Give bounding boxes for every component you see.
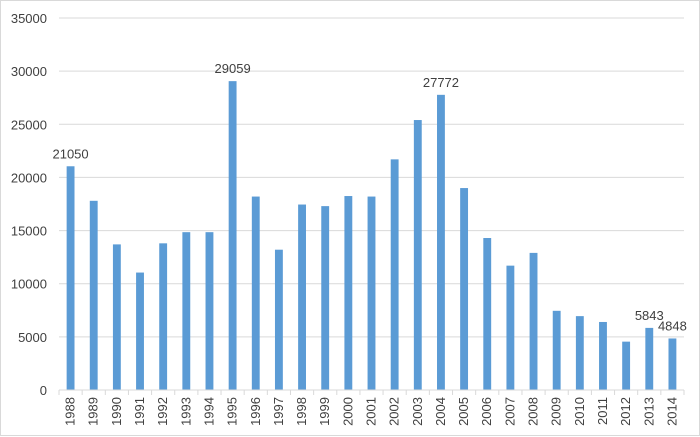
x-tick-label: 2003 <box>410 397 425 426</box>
bar-1996 <box>251 196 260 390</box>
bar-2004 <box>437 94 445 391</box>
x-tick-label: 2006 <box>479 397 494 426</box>
x-tick-label: 1994 <box>201 397 216 426</box>
x-tick-label: 1995 <box>225 397 240 426</box>
y-tick-label: 10000 <box>11 277 47 292</box>
x-tick-label: 2009 <box>549 397 564 426</box>
y-tick-label: 5000 <box>18 330 47 345</box>
bar-1995 <box>228 81 237 390</box>
x-tick-label: 1992 <box>155 397 170 426</box>
bar-2012 <box>622 341 631 390</box>
y-axis: 0 5000 10000 15000 20000 25000 30000 35000 <box>11 11 47 398</box>
bar-1999 <box>321 206 330 390</box>
bar-2010 <box>575 316 584 390</box>
bar-2003 <box>413 120 422 390</box>
bar-2011 <box>599 321 607 390</box>
x-tick-label: 1988 <box>63 397 78 426</box>
x-tick-label: 2011 <box>595 397 610 425</box>
bar-1988 <box>66 166 75 390</box>
bar-1992 <box>159 243 168 390</box>
bar-2014 <box>668 338 677 390</box>
bar-2008 <box>529 252 538 390</box>
data-label-2014: 4848 <box>658 318 687 333</box>
bar-2001 <box>367 196 376 390</box>
x-tick-label: 2000 <box>340 397 355 426</box>
y-tick-label: 30000 <box>11 64 47 79</box>
bar-2000 <box>344 196 353 390</box>
x-tick-label: 1996 <box>248 397 263 426</box>
y-tick-label: 20000 <box>11 170 47 185</box>
x-tick-label: 2014 <box>664 397 679 426</box>
x-tick-label: 2002 <box>387 397 402 426</box>
x-tick-label: 1997 <box>271 397 286 426</box>
y-tick-label: 35000 <box>11 11 47 26</box>
y-tick-label: 25000 <box>11 117 47 132</box>
x-tick-label: 1989 <box>86 397 101 426</box>
x-tick-label: 2010 <box>572 397 587 426</box>
x-tick-label: 2004 <box>433 397 448 426</box>
bar-2009 <box>552 310 561 390</box>
bar-1998 <box>298 204 306 390</box>
x-tick-label: 1998 <box>294 397 309 426</box>
x-tick-label: 2001 <box>364 397 379 426</box>
bar-1991 <box>136 272 144 390</box>
x-tick-label: 2007 <box>502 397 517 426</box>
data-label-1988: 21050 <box>52 146 88 161</box>
x-axis: 1988 1989 1990 1991 1992 1993 1994 1995 1996 1997… <box>58 389 685 426</box>
data-label-2004: 27772 <box>423 75 459 90</box>
bar-2005 <box>460 188 469 390</box>
x-tick-label: 1991 <box>132 397 147 426</box>
x-tick-label: 1999 <box>317 397 332 426</box>
x-tick-label: 2008 <box>526 397 541 426</box>
bars <box>66 81 677 391</box>
bar-2006 <box>483 238 492 390</box>
bar-2007 <box>506 265 515 390</box>
x-tick-label: 2012 <box>618 397 633 426</box>
bar-2002 <box>390 159 399 390</box>
bar-1990 <box>112 244 121 390</box>
bar-1989 <box>89 200 98 390</box>
x-tick-label: 1993 <box>178 397 193 426</box>
y-tick-label: 0 <box>40 383 47 398</box>
data-label-1995: 29059 <box>215 61 251 76</box>
x-tick-label: 2013 <box>641 397 656 426</box>
bar-2013 <box>645 327 654 390</box>
x-tick-label: 1990 <box>109 397 124 426</box>
bar-1997 <box>274 249 283 390</box>
data-label-2013: 5843 <box>635 308 664 323</box>
bar-1994 <box>205 232 214 390</box>
y-tick-label: 15000 <box>11 224 47 239</box>
x-tick-label: 2005 <box>456 397 471 426</box>
bar-1993 <box>182 232 191 390</box>
